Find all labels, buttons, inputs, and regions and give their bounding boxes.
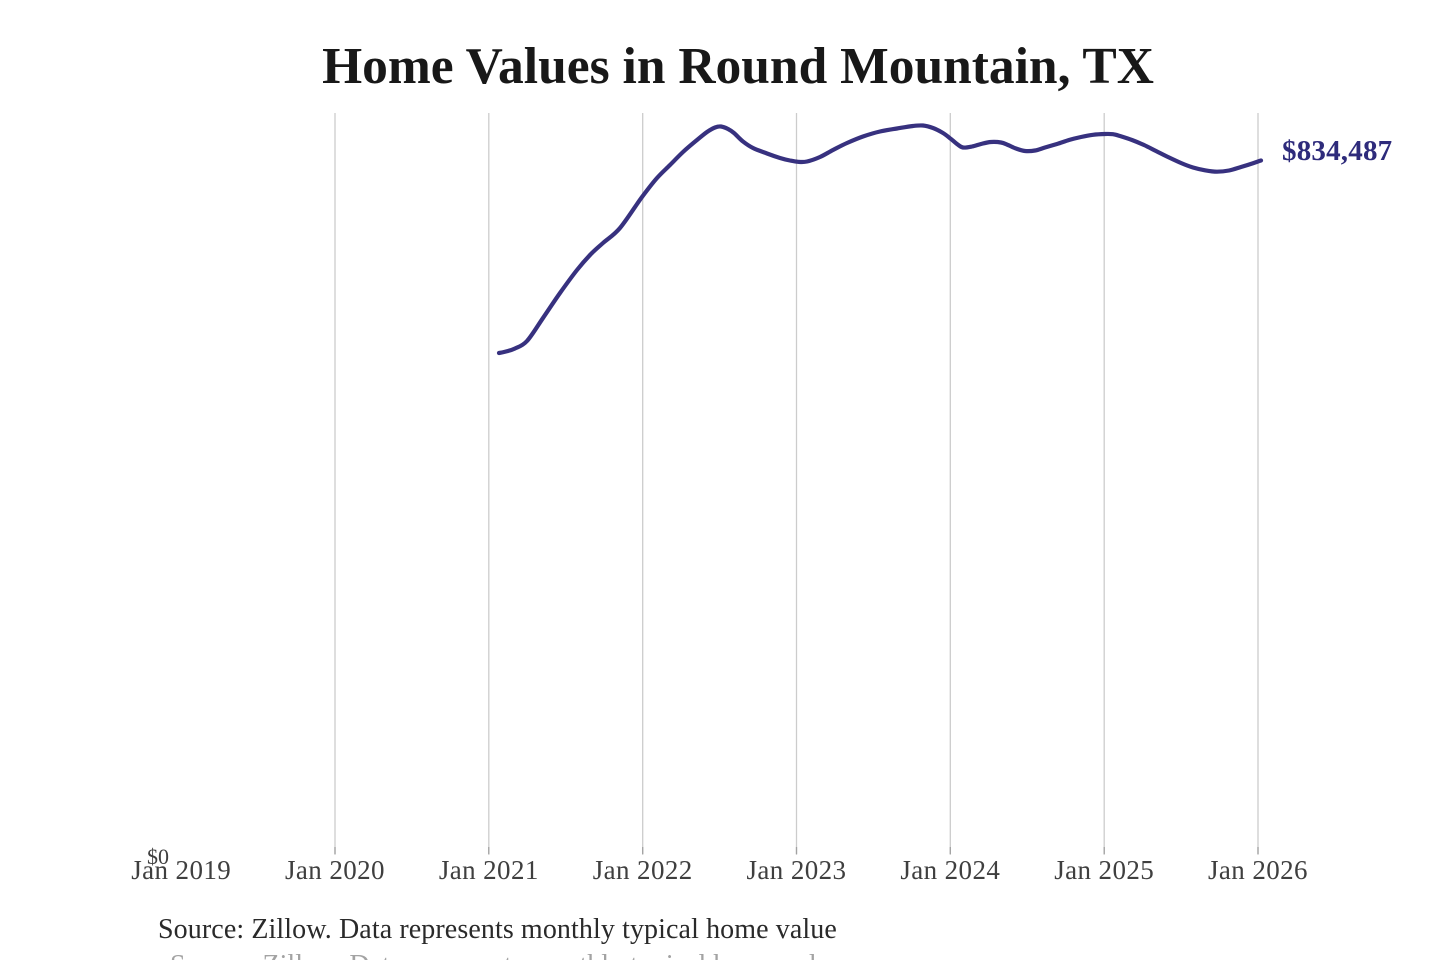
svg-text:Jan 2023: Jan 2023 bbox=[747, 855, 847, 885]
svg-text:Jan 2024: Jan 2024 bbox=[900, 855, 1000, 885]
svg-text:Jan 2025: Jan 2025 bbox=[1054, 855, 1154, 885]
svg-text:Jan 2021: Jan 2021 bbox=[439, 855, 539, 885]
svg-text:Jan 2026: Jan 2026 bbox=[1208, 855, 1308, 885]
svg-text:Jan 2022: Jan 2022 bbox=[593, 855, 693, 885]
svg-text:$0: $0 bbox=[147, 844, 169, 869]
svg-text:Jan 2020: Jan 2020 bbox=[285, 855, 385, 885]
svg-text:$834,487: $834,487 bbox=[1282, 135, 1392, 167]
svg-text:Jan 2019: Jan 2019 bbox=[131, 855, 231, 885]
svg-text:Source: Zillow. Data represent: Source: Zillow. Data represents monthly … bbox=[158, 914, 837, 945]
svg-text:Home Values in Round Mountain,: Home Values in Round Mountain, TX bbox=[322, 38, 1154, 95]
